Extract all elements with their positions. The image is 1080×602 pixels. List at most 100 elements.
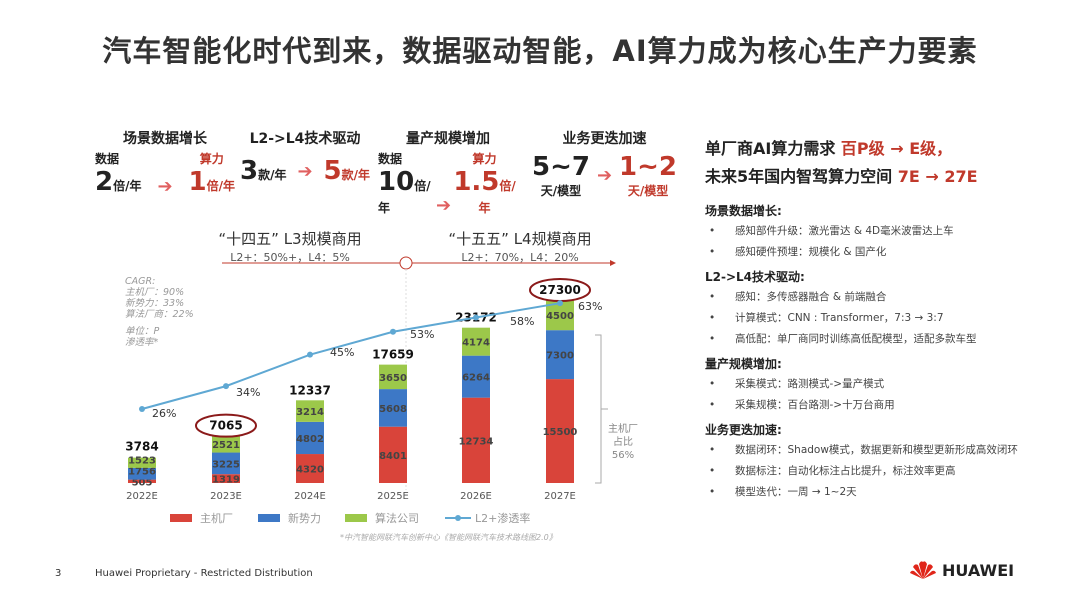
bar-value-label: 3225	[212, 459, 240, 470]
bar-segment	[462, 397, 490, 483]
kpi-heading: L2->L4技术驱动	[249, 131, 361, 147]
bar-value-label: 3650	[379, 373, 407, 384]
line-point	[473, 314, 479, 321]
line-value-label: 45%	[330, 346, 354, 359]
legend-label: 算法公司	[375, 511, 419, 525]
bar-segment	[128, 467, 156, 480]
kpi-label: 数据	[95, 152, 120, 166]
bar-segment	[379, 389, 407, 427]
bar-value-label: 15500	[543, 427, 578, 438]
bar-value-label: 4500	[546, 311, 574, 322]
arrow-icon: ➔	[596, 165, 613, 186]
kpi-value: 1.5	[453, 167, 500, 197]
kpi-scene-data: 场景数据增长 数据 2倍/年 ➔ 算力 1倍/年	[95, 128, 235, 197]
bullet-item: 感知硬件预埋：规模化 & 国产化	[705, 242, 1065, 263]
line-point	[557, 300, 563, 307]
kpi-label: 数据	[378, 152, 403, 166]
legend-swatch	[258, 514, 280, 522]
bar-value-label: 7300	[546, 351, 574, 362]
cagr-line: 单位：P	[125, 326, 160, 337]
bullet-item: 模型迭代：一周 → 1~2天	[705, 482, 1065, 503]
share-note-line: 56%	[611, 450, 635, 461]
timeline-sub: L2+：70%，L4：20%	[461, 251, 579, 264]
bar-segment	[212, 452, 240, 475]
bar-segment	[212, 474, 240, 483]
headline-1: 单厂商AI算力需求 百P级 → E级，	[705, 135, 1065, 163]
kpi-heading: 场景数据增长	[123, 131, 207, 147]
bar-segment	[128, 457, 156, 468]
section-title: 场景数据增长:	[705, 204, 782, 218]
kpi-unit: 倍/年	[206, 179, 235, 193]
bar-value-label: 4174	[462, 338, 490, 349]
cagr-line: 渗透率*	[125, 337, 159, 348]
bullet-item: 高低配：单厂商同时训练高低配模型，适配多款车型	[705, 329, 1065, 350]
bar-segment	[546, 379, 574, 483]
logo-text: HUAWEI	[942, 560, 1015, 580]
bar-segment	[379, 364, 407, 390]
line-value-label: 63%	[578, 300, 602, 313]
kpi-tech-drive: L2->L4技术驱动 3款/年 ➔ 5款/年	[240, 128, 370, 186]
slide-title: 汽车智能化时代到来，数据驱动智能，AI算力成为核心生产力要素	[102, 34, 978, 68]
legend-label: L2+渗透率	[475, 511, 530, 525]
kpi-heading: 业务更迭加速	[562, 131, 647, 147]
kpi-value: 3	[240, 156, 259, 186]
huawei-flower-icon	[910, 561, 936, 579]
kpi-unit: 倍/年	[113, 179, 142, 193]
cagr-line: 算法厂商：22%	[125, 309, 194, 320]
section-title: 业务更迭加速:	[705, 423, 782, 437]
line-value-label: 53%	[410, 328, 434, 341]
footnote: *中汽智能网联汽车创新中心《智能网联汽车技术路线图2.0》	[340, 533, 557, 542]
bar-segment	[296, 454, 324, 483]
bar-total-label: 17659	[372, 348, 414, 362]
timeline-marker	[399, 256, 413, 270]
bar-total-label: 27300	[539, 283, 581, 297]
kpi-label: 算力	[472, 152, 497, 166]
share-note: 主机厂 占比 56%	[608, 423, 638, 462]
kpi-unit: 倍/年	[478, 179, 516, 215]
kpi-value: 1	[188, 167, 207, 197]
bar-value-label: 6264	[462, 373, 490, 384]
legend-label: 主机厂	[200, 511, 233, 525]
line-value-label: 58%	[510, 315, 534, 328]
headline-highlight: 7E → 27E	[897, 167, 978, 186]
x-tick-label: 2022E	[126, 491, 158, 502]
legend-swatch	[170, 514, 192, 522]
bar-segment	[379, 426, 407, 483]
line-value-label: 26%	[152, 407, 176, 420]
cagr-line: 主机厂：90%	[125, 287, 185, 298]
bar-segment	[296, 421, 324, 455]
headline-2: 未来5年国内智驾算力空间 7E → 27E	[705, 163, 1065, 191]
x-tick-label: 2025E	[377, 491, 409, 502]
page-number: 3	[55, 568, 62, 579]
bar-value-label: 3214	[296, 407, 324, 418]
kpi-value: 10	[378, 167, 415, 197]
kpi-heading: 量产规模增加	[406, 131, 490, 147]
kpi-unit: 天/模型	[627, 184, 669, 198]
bar-value-label: 1319	[212, 475, 240, 486]
headline-text: 单厂商AI算力需求	[705, 139, 841, 158]
kpi-mass-production: 量产规模增加 数据 10倍/年 ➔ 算力 1.5倍/年	[378, 128, 518, 216]
kpi-unit: 款/年	[258, 168, 287, 182]
x-tick-label: 2026E	[460, 491, 492, 502]
bullet-item: 采集模式：路测模式->量产模式	[705, 374, 1065, 395]
cagr-line: 新势力：33%	[125, 298, 185, 309]
timeline-title: “十四五” L3规模商用	[218, 230, 362, 248]
arrow-icon: ➔	[436, 195, 452, 216]
kpi-value: 5	[323, 156, 342, 186]
kpi-unit: 倍/年	[378, 179, 431, 215]
footer-text: Huawei Proprietary - Restricted Distribu…	[95, 568, 313, 579]
bar-value-label: 12734	[459, 436, 494, 447]
bar-value-label: 1756	[128, 466, 156, 477]
bar-value-label: 4802	[296, 434, 324, 445]
bar-value-label: 5608	[379, 404, 407, 415]
share-note-line: 主机厂	[608, 424, 638, 435]
arrow-icon: ➔	[297, 160, 313, 182]
timeline-sub: L2+：50%+，L4：5%	[230, 251, 350, 264]
cagr-line: CAGR:	[125, 276, 156, 287]
bar-value-label: 2521	[212, 440, 240, 451]
highlight-circle	[195, 413, 257, 438]
bar-value-label: 4320	[296, 465, 324, 476]
line-value-label: 34%	[236, 386, 260, 399]
x-tick-label: 2027E	[544, 491, 576, 502]
